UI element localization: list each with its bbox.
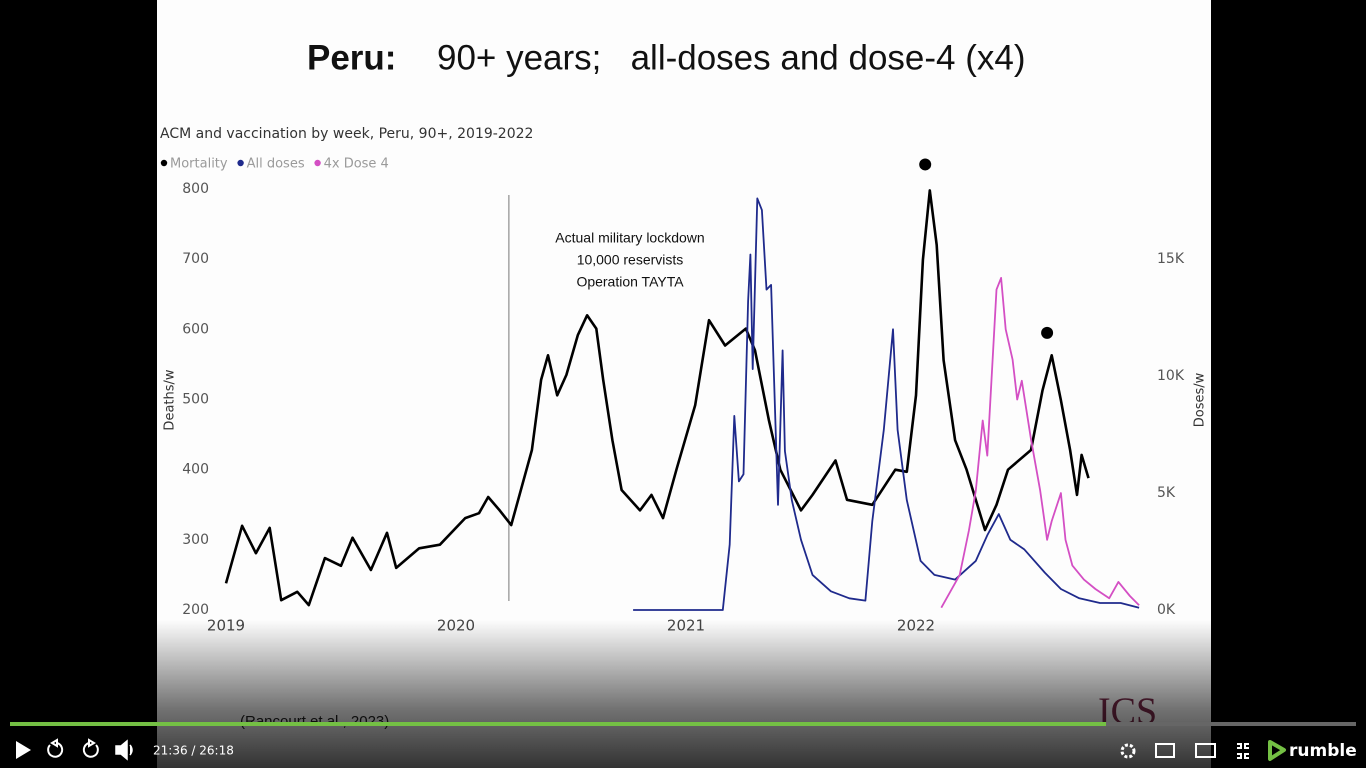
volume-button[interactable] xyxy=(115,739,133,761)
settings-button[interactable] xyxy=(1120,743,1136,759)
legend-marker xyxy=(314,159,321,167)
annotation-text: Operation TAYTA xyxy=(576,274,684,290)
play-button[interactable] xyxy=(16,741,31,759)
legend-label: All doses xyxy=(247,157,305,172)
y2-tick-label: 15K xyxy=(1157,251,1185,267)
y2-tick-label: 5K xyxy=(1157,485,1176,501)
brand-icon[interactable] xyxy=(1268,740,1286,761)
annotation-text: 10,000 reservists xyxy=(577,252,684,268)
series-line xyxy=(940,277,1140,609)
miniplayer-button[interactable] xyxy=(1155,743,1175,758)
annotation-text: Actual military lockdown xyxy=(555,230,704,246)
theater-button[interactable] xyxy=(1195,743,1216,758)
progress-played xyxy=(10,722,1106,726)
legend-marker xyxy=(160,159,168,167)
y-axis-label: Deaths/w xyxy=(163,369,178,430)
time-display: 21:36 / 26:18 xyxy=(153,744,234,758)
y2-tick-label: 0K xyxy=(1157,602,1176,618)
legend-marker xyxy=(237,159,244,167)
y-tick-label: 800 xyxy=(182,181,209,197)
y2-axis-label: Doses/w xyxy=(1193,372,1208,427)
y-tick-label: 700 xyxy=(182,251,209,267)
rewind-button[interactable] xyxy=(47,738,64,758)
series-line xyxy=(633,197,1140,611)
y-tick-label: 600 xyxy=(182,321,209,337)
y2-tick-label: 10K xyxy=(1157,368,1185,384)
peak-marker xyxy=(919,158,932,171)
peak-marker xyxy=(1041,326,1054,339)
y-tick-label: 400 xyxy=(182,462,209,478)
slide-title: 90+ years; all-doses and dose-4 (x4) xyxy=(437,38,1026,77)
legend-label: Mortality xyxy=(170,157,228,172)
chart-title: ACM and vaccination by week, Peru, 90+, … xyxy=(160,126,533,142)
y-tick-label: 200 xyxy=(182,602,209,618)
series-line xyxy=(224,189,1090,607)
y-tick-label: 500 xyxy=(182,392,209,408)
forward-button[interactable] xyxy=(82,738,99,758)
fullscreen-button[interactable] xyxy=(1237,743,1249,759)
brand-name[interactable]: rumble xyxy=(1289,741,1357,761)
slide-title-lead: Peru: xyxy=(307,38,396,77)
legend-label: 4x Dose 4 xyxy=(324,157,389,172)
y-tick-label: 300 xyxy=(182,532,209,548)
